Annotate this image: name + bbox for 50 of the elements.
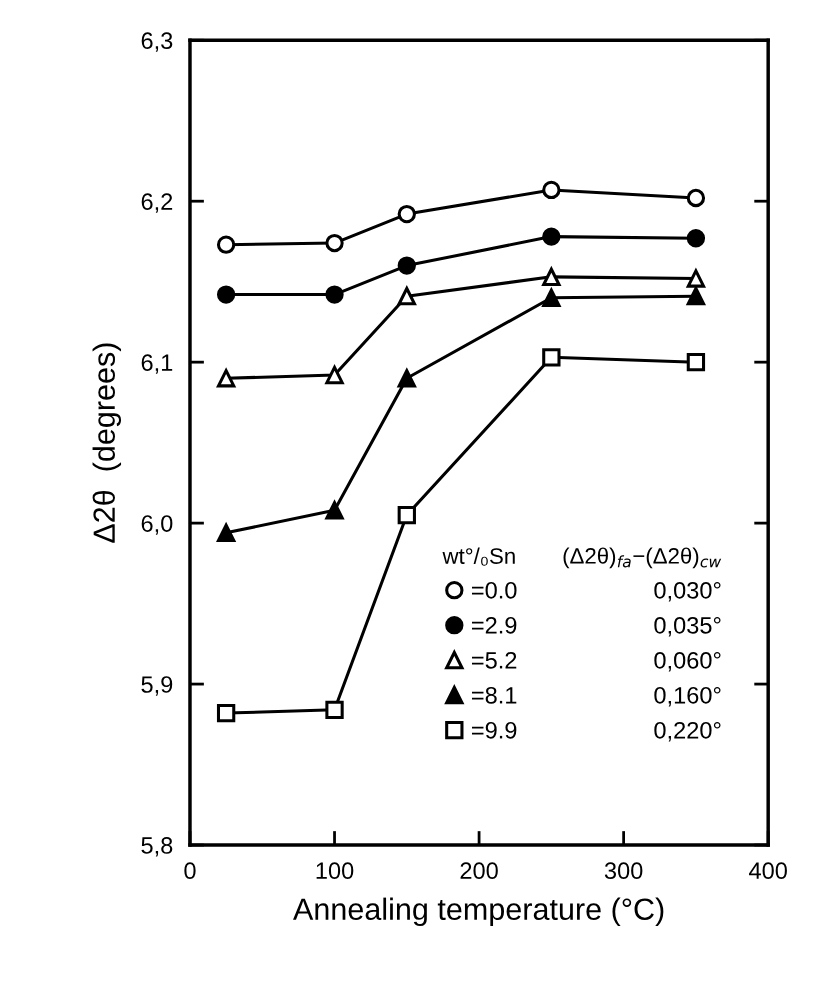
point — [686, 352, 706, 372]
y-tick-label: 5,9 — [141, 676, 173, 696]
point — [325, 365, 344, 385]
legend-label: =8.1 — [472, 686, 517, 704]
y-tick-label: 5,8 — [141, 837, 173, 857]
annotation: 0,030° — [654, 581, 721, 602]
point — [686, 269, 706, 288]
point — [325, 501, 344, 520]
legend-label: =2.9 — [472, 616, 517, 634]
point — [397, 287, 416, 306]
annotation: 0,160° — [654, 686, 721, 707]
point — [686, 229, 706, 248]
point — [216, 521, 237, 542]
point — [542, 348, 561, 367]
annotation: 0,060° — [654, 651, 721, 672]
legend-label: =5.2 — [472, 651, 517, 669]
point — [325, 285, 344, 304]
point — [325, 233, 344, 253]
x-tick-label: 100 — [316, 862, 354, 880]
point — [541, 265, 562, 287]
x-axis-title: Annealing temperature (°C) — [293, 897, 664, 927]
x-tick-label: 300 — [604, 862, 643, 880]
y-tick-label: 6,2 — [141, 193, 173, 213]
point — [216, 369, 236, 388]
point — [542, 227, 561, 246]
point — [216, 285, 236, 304]
y-axis-title: Δ2θ (degrees) — [92, 343, 122, 543]
point — [216, 703, 236, 723]
x-tick-label: 0 — [184, 862, 196, 880]
point — [397, 256, 416, 275]
legend-title: wt°/₀Sn — [442, 547, 515, 566]
y-tick-label: 6,1 — [141, 354, 173, 374]
annotation: 0,035° — [654, 616, 721, 637]
y-tick-label: 6,3 — [141, 32, 173, 52]
annotation: 0,220° — [654, 721, 721, 742]
legend-label: =0.0 — [472, 581, 517, 599]
point — [397, 505, 416, 525]
annotation: (Δ2θ)$_{fa}$−(Δ2θ)$_{cw}$ — [563, 547, 722, 569]
point — [686, 287, 706, 306]
point — [397, 204, 416, 224]
point — [216, 235, 236, 254]
point — [325, 700, 344, 719]
point — [542, 180, 561, 200]
point — [397, 369, 416, 388]
legend-label: =9.9 — [472, 721, 517, 739]
point — [686, 188, 706, 208]
x-tick-label: 200 — [460, 862, 498, 880]
point — [541, 286, 562, 307]
x-tick-label: 400 — [749, 862, 787, 880]
y-tick-label: 6,0 — [141, 515, 173, 535]
